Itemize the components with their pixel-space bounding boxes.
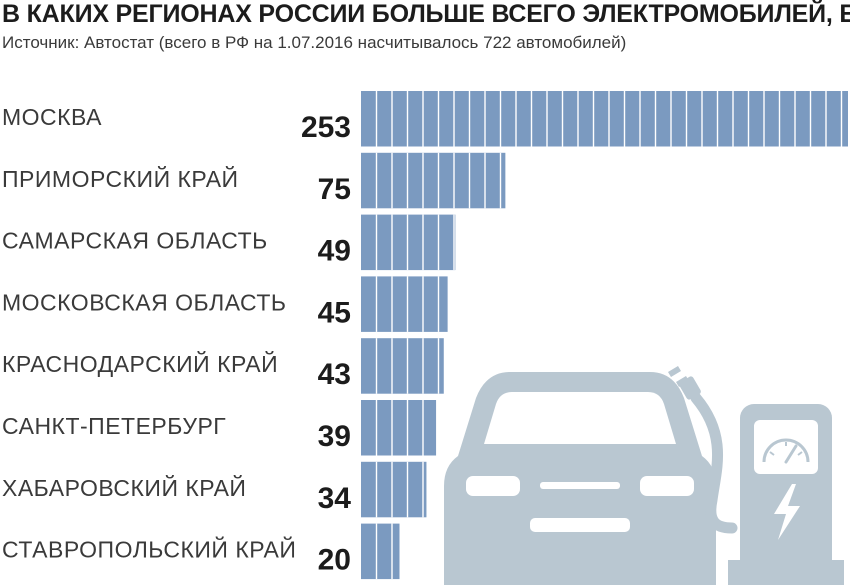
ev-illustration xyxy=(444,366,844,585)
bar-3 xyxy=(361,276,448,332)
car-icon xyxy=(444,372,716,585)
value-label-6: 34 xyxy=(318,482,352,515)
bar-7 xyxy=(361,523,400,580)
category-label-7: СТАВРОПОЛЬСКИЙ КРАЙ xyxy=(2,536,296,563)
bars-group xyxy=(361,91,848,580)
value-label-4: 43 xyxy=(318,358,351,391)
value-label-7: 20 xyxy=(318,544,351,577)
bar-1 xyxy=(361,152,506,209)
bar-dividers-7 xyxy=(375,523,393,580)
category-label-5: САНКТ-ПЕТЕРБУРГ xyxy=(2,413,226,439)
bar-dividers-2 xyxy=(375,214,455,271)
bar-0 xyxy=(361,91,848,147)
value-label-1: 75 xyxy=(318,173,351,206)
bar-dividers-4 xyxy=(375,338,440,394)
bar-5 xyxy=(361,400,437,456)
bar-dividers-3 xyxy=(375,276,440,332)
category-label-6: ХАБАРОВСКИЙ КРАЙ xyxy=(2,474,246,501)
value-label-3: 45 xyxy=(318,296,351,329)
category-labels: МОСКВА ПРИМОРСКИЙ КРАЙ САМАРСКАЯ ОБЛАСТЬ МО… xyxy=(2,104,296,563)
value-labels: 253 75 49 45 43 39 34 20 xyxy=(301,111,351,577)
bar-dividers-6 xyxy=(375,461,424,518)
category-label-0: МОСКВА xyxy=(2,104,102,130)
chart-title: В КАКИХ РЕГИОНАХ РОССИИ БОЛЬШЕ ВСЕГО ЭЛЕ… xyxy=(2,0,850,28)
category-label-3: МОСКОВСКАЯ ОБЛАСТЬ xyxy=(2,289,287,315)
category-label-2: САМАРСКАЯ ОБЛАСТЬ xyxy=(2,228,268,254)
charging-station-icon xyxy=(668,366,844,585)
category-label-1: ПРИМОРСКИЙ КРАЙ xyxy=(2,165,239,192)
value-label-5: 39 xyxy=(318,420,351,453)
bar-4 xyxy=(361,338,444,394)
chart-subtitle: Источник: Автостат (всего в РФ на 1.07.2… xyxy=(2,33,627,52)
bar-dividers-0 xyxy=(375,91,843,147)
bar-dividers-5 xyxy=(375,400,424,456)
value-label-0: 253 xyxy=(301,111,351,144)
bar-dividers-1 xyxy=(375,152,502,209)
bar-6 xyxy=(361,461,427,518)
category-label-4: КРАСНОДАРСКИЙ КРАЙ xyxy=(2,350,278,377)
value-label-2: 49 xyxy=(318,235,351,268)
